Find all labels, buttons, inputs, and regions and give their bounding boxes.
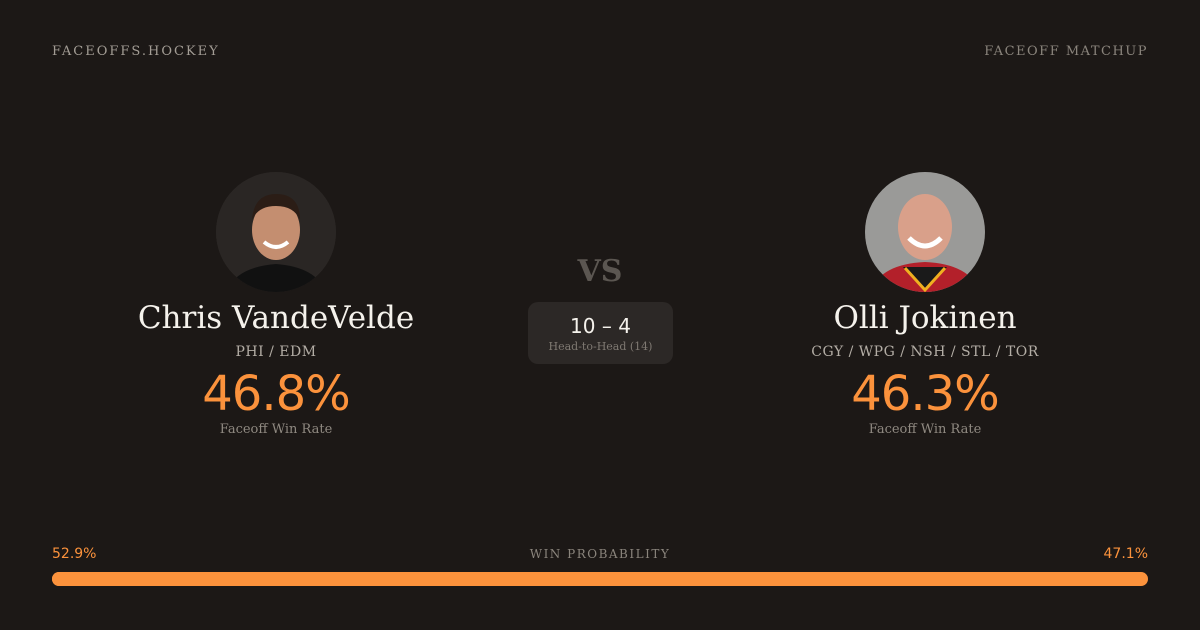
player-teams: CGY / WPG / NSH / STL / TOR [811,344,1039,360]
faceoff-win-rate: 46.3% [851,366,999,422]
player-card-left: Chris VandeVelde PHI / EDM 46.8% Faceoff… [76,172,476,437]
head-to-head-label: Head-to-Head (14) [548,340,653,353]
player-avatar [216,172,336,292]
faceoff-win-rate-label: Faceoff Win Rate [219,422,333,437]
win-probability-fill [52,572,632,586]
player-teams: PHI / EDM [235,344,317,360]
win-probability-bar [52,572,1148,586]
player-avatar [865,172,985,292]
player-card-right: Olli Jokinen CGY / WPG / NSH / STL / TOR… [725,172,1125,437]
head-to-head-box: 10 – 4 Head-to-Head (14) [528,302,673,364]
win-probability-title: WIN PROBABILITY [529,547,671,561]
player-name: Olli Jokinen [833,300,1017,336]
page-tag: FACEOFF MATCHUP [984,44,1148,59]
head-to-head-score: 10 – 4 [570,314,631,338]
win-probability-left: 52.9% [52,546,97,562]
vs-label: VS [577,254,623,289]
faceoff-win-rate-label: Faceoff Win Rate [868,422,982,437]
win-probability-right: 47.1% [1103,546,1148,562]
player-name: Chris VandeVelde [137,300,415,336]
brand-logo-text: FACEOFFS.HOCKEY [52,44,220,59]
faceoff-win-rate: 46.8% [202,366,350,422]
